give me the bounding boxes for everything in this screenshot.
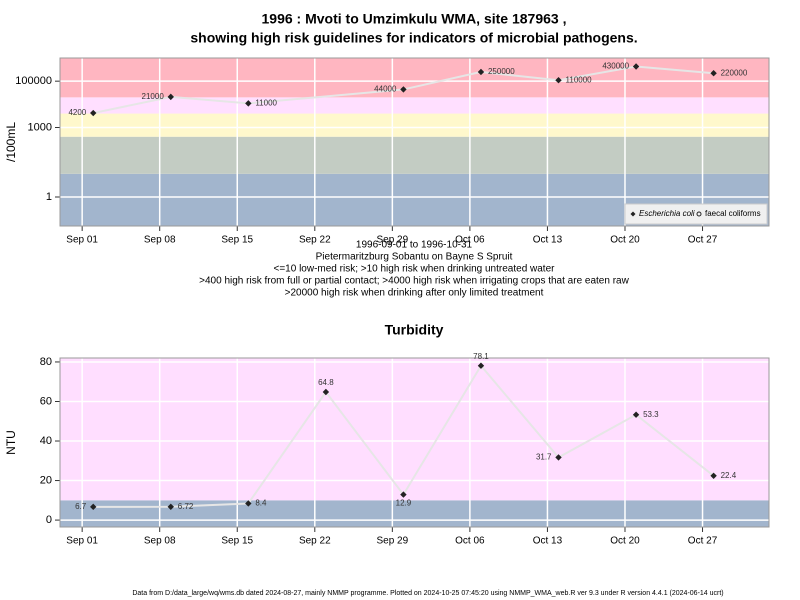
- x-tick-label: Oct 13: [533, 536, 563, 547]
- value-label: 4200: [68, 108, 86, 117]
- x-tick-label: Sep 01: [66, 536, 98, 547]
- legend-label: Escherichia coli: [639, 209, 695, 218]
- legend-label: faecal coliforms: [705, 209, 761, 218]
- x-tick-label: Oct 13: [533, 235, 563, 246]
- x-tick-label: Oct 27: [688, 235, 718, 246]
- value-label: 44000: [374, 85, 397, 94]
- value-label: 78.1: [473, 352, 489, 361]
- subtitle: <=10 low-med risk; >10 high risk when dr…: [274, 264, 556, 275]
- data-point: [555, 454, 562, 461]
- x-tick-label: Sep 08: [144, 536, 176, 547]
- data-point: [477, 68, 485, 76]
- value-label: 12.9: [396, 499, 412, 508]
- y-axis-label: NTU: [4, 430, 18, 455]
- data-point: [400, 86, 407, 93]
- risk-band: [60, 113, 769, 137]
- value-label: 430000: [602, 62, 629, 71]
- subtitle: Pietermaritzburg Sobantu on Bayne S Spru…: [316, 252, 513, 263]
- x-tick-label: Oct 20: [610, 536, 640, 547]
- risk-band: [60, 58, 769, 98]
- data-point: [555, 77, 562, 84]
- legend-marker: [630, 211, 636, 217]
- value-label: 110000: [566, 75, 593, 84]
- x-tick-label: Oct 06: [455, 235, 485, 246]
- x-tick-label: Sep 15: [221, 235, 253, 246]
- data-point: [167, 93, 174, 101]
- data-point: [710, 472, 717, 480]
- value-label: 31.7: [536, 453, 552, 462]
- data-point: [90, 503, 97, 511]
- y-tick-label: 100000: [15, 75, 52, 87]
- x-tick-label: Sep 29: [376, 536, 408, 547]
- x-tick-label: Sep 22: [299, 536, 331, 547]
- chart-title: showing high risk guidelines for indicat…: [190, 30, 637, 46]
- subtitle: >400 high risk from full or partial cont…: [199, 276, 629, 287]
- footer: Data from D:/data_large/wq/wms.db dated …: [132, 590, 723, 597]
- data-point: [477, 362, 485, 369]
- x-tick-label: Sep 29: [376, 235, 408, 246]
- x-tick-label: Sep 22: [299, 235, 331, 246]
- y-tick-label: 40: [40, 435, 52, 447]
- y-tick-label: 1000: [28, 121, 52, 133]
- y-tick-label: 0: [46, 514, 52, 526]
- x-tick-label: Oct 27: [688, 536, 718, 547]
- value-label: 21000: [142, 92, 165, 101]
- value-label: 64.8: [318, 378, 334, 387]
- value-label: 6.7: [75, 502, 87, 511]
- value-label: 250000: [488, 67, 515, 76]
- plot-frame: [59, 357, 770, 528]
- y-tick-label: 80: [40, 356, 52, 368]
- y-tick-label: 60: [40, 395, 52, 407]
- value-label: 8.4: [255, 499, 267, 508]
- data-point: [167, 503, 174, 510]
- y-tick-label: 1: [46, 191, 52, 203]
- data-point: [710, 70, 717, 77]
- subtitle: 1996-09-01 to 1996-10-31: [356, 240, 473, 251]
- data-point: [632, 63, 640, 70]
- chart-title: Turbidity: [385, 322, 444, 338]
- value-label: 6.72: [178, 502, 194, 511]
- subtitle: >20000 high risk when drinking after onl…: [285, 288, 544, 299]
- legend-box: [624, 203, 768, 225]
- legend-marker: [696, 211, 702, 217]
- series-line: [93, 65, 714, 115]
- x-tick-label: Sep 01: [66, 235, 98, 246]
- y-tick-label: 20: [40, 474, 52, 486]
- data-point: [245, 500, 252, 507]
- data-point: [322, 388, 330, 396]
- chart-title: 1996 : Mvoti to Umzimkulu WMA, site 1879…: [262, 11, 567, 27]
- risk-band: [60, 136, 769, 174]
- y-axis-label: /100mL: [4, 122, 18, 162]
- x-tick-label: Sep 08: [144, 235, 176, 246]
- plot-frame: [59, 57, 770, 227]
- value-label: 220000: [721, 68, 748, 77]
- data-point: [245, 100, 252, 107]
- risk-band: [60, 358, 769, 501]
- value-label: 22.4: [721, 471, 737, 480]
- risk-band: [60, 97, 769, 114]
- data-point: [400, 491, 407, 498]
- x-tick-label: Oct 20: [610, 235, 640, 246]
- data-point: [90, 109, 97, 117]
- value-label: 53.3: [643, 410, 659, 419]
- data-point: [632, 411, 640, 418]
- risk-band: [60, 500, 769, 527]
- value-label: 11000: [255, 98, 277, 107]
- x-tick-label: Sep 15: [221, 536, 253, 547]
- x-tick-label: Oct 06: [455, 536, 485, 547]
